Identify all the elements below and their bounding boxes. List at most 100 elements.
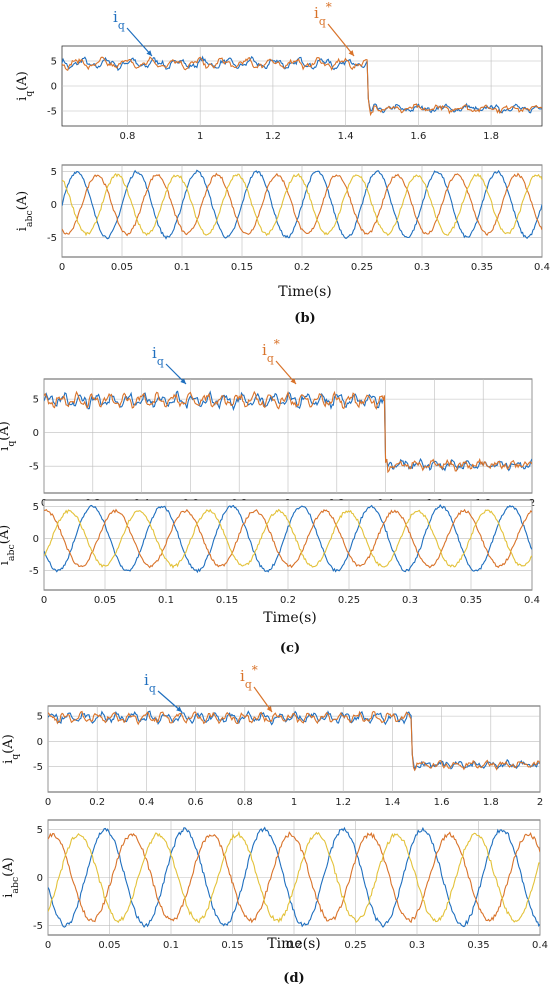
x-tick-label: 0.25	[338, 595, 360, 606]
x-tick-label: 0.1	[163, 940, 179, 951]
arrow-head	[146, 50, 152, 56]
x-tick-label: 0.05	[111, 262, 133, 273]
x-axis-label: Time(s)	[267, 936, 320, 952]
arrow-head	[180, 378, 186, 384]
y-tick-label: -5	[47, 233, 57, 244]
arrow-head	[348, 50, 354, 56]
series-line-i_a	[44, 504, 532, 574]
y-axis-label: iabc(A)	[15, 191, 35, 232]
x-tick-label: 0.2	[286, 940, 302, 951]
x-tick-label: 0.05	[94, 595, 116, 606]
annotation-iq: iq	[152, 344, 164, 368]
x-tick-label: 0.05	[98, 940, 120, 951]
y-tick-label: 0	[37, 873, 43, 884]
annotation-arrow	[327, 23, 355, 57]
series-line-i_a	[62, 169, 542, 240]
annotation-arrow	[126, 27, 153, 57]
y-tick-label: -5	[33, 762, 43, 773]
x-tick-label: 1.2	[335, 797, 351, 808]
arrow-head	[176, 706, 182, 712]
annotation-iq: iq	[144, 671, 156, 695]
y-tick-label: -5	[29, 462, 39, 473]
x-tick-label: 2	[537, 797, 543, 808]
x-tick-label: 0.35	[467, 940, 489, 951]
x-tick-label: 0.15	[216, 595, 238, 606]
x-tick-label: 1.4	[338, 131, 354, 142]
series-line-i_b	[44, 508, 532, 569]
y-tick-label: 5	[51, 167, 57, 178]
chart-panel-4: 0 0.05 0.1 0.15 0.2 0.25 0.3 0.35 0.4 5 0 -5 iabc(A)…	[0, 499, 540, 656]
annotation-iq-ref: iq*	[262, 337, 280, 365]
series-line-i_b	[62, 172, 542, 237]
x-tick-label: 0	[59, 262, 65, 273]
series-line-i_b	[48, 831, 540, 924]
x-tick-label: 0.4	[524, 595, 540, 606]
y-axis-label: iq(A)	[15, 71, 35, 101]
x-tick-label: 0	[41, 595, 47, 606]
chart-panel-3: 00.20.40.60.811.21.41.61.8250-5iq(A)iqiq…	[0, 337, 535, 509]
y-axis-label: iq(A)	[1, 734, 21, 764]
x-tick-label: 0.35	[471, 262, 493, 273]
y-tick-label: 5	[51, 57, 57, 68]
x-tick-label: 0.25	[351, 262, 373, 273]
x-tick-label: 0.25	[344, 940, 366, 951]
chart-panel-2: 0 0.05 0.1 0.15 0.2 0.25 0.3 0.35 0.4 5 0 -5 iabc(A)…	[15, 164, 550, 326]
y-tick-label: 5	[33, 395, 39, 406]
x-tick-label: 0.3	[402, 595, 418, 606]
x-tick-label: 1	[291, 797, 297, 808]
x-tick-label: 0	[45, 940, 51, 951]
x-tick-label: 0.4	[532, 940, 548, 951]
x-axis-label: Time(s)	[263, 610, 316, 626]
x-tick-label: 0.1	[174, 262, 190, 273]
x-tick-label: 1.4	[384, 797, 400, 808]
x-tick-label: 1.8	[483, 797, 499, 808]
series-line-i_q-ref	[62, 56, 542, 117]
figure-caption: (c)	[280, 641, 300, 656]
x-tick-label: 1	[197, 131, 203, 142]
x-tick-label: 0.2	[294, 262, 310, 273]
x-tick-label: 0.4	[534, 262, 550, 273]
chart-panel-6: 0 0.05 0.1 0.15 0.2 0.25 0.3 0.35 0.450-5iabc(A)…	[1, 819, 548, 986]
figure-caption: (b)	[294, 311, 315, 326]
x-tick-label: 1.6	[410, 131, 426, 142]
y-tick-label: 5	[37, 825, 43, 836]
x-tick-label: 0.6	[188, 797, 204, 808]
series-line-i_c	[44, 508, 532, 569]
x-tick-label: 0.35	[460, 595, 482, 606]
x-axis-label: Time(s)	[278, 284, 331, 300]
y-tick-label: -5	[29, 566, 39, 577]
x-tick-label: 0	[45, 797, 51, 808]
arrow-head	[290, 378, 296, 384]
y-tick-label: 5	[37, 712, 43, 723]
series-line-i_c	[62, 172, 542, 237]
x-tick-label: 0.2	[89, 797, 105, 808]
y-tick-label: -5	[47, 107, 57, 118]
x-tick-label: 0.8	[237, 797, 253, 808]
y-tick-label: 0	[51, 200, 57, 211]
x-tick-label: 0.3	[414, 262, 430, 273]
chart-panel-1: 0.8 1 1.2 1.4 1.6 1.8 5 0 -5 iq(A) iq iq*	[15, 0, 543, 142]
x-tick-label: 0.2	[280, 595, 296, 606]
y-tick-label: 0	[33, 428, 39, 439]
annotation-iq-ref: iq*	[314, 0, 332, 28]
series-line-i_q-ref	[48, 710, 540, 772]
series-line-i_q-ref	[44, 390, 532, 474]
y-tick-label: 0	[51, 82, 57, 93]
x-tick-label: 0.1	[158, 595, 174, 606]
y-tick-label: -5	[33, 921, 43, 932]
chart-panel-5: 0 0.2 0.4 0.6 0.8 1 1.2 1.4 1.6 1.8 2 5 0 -5 iq(A) iq iq…	[1, 663, 543, 808]
annotation-iq-ref: iq*	[240, 663, 258, 691]
figure-caption: (d)	[283, 971, 304, 986]
y-tick-label: 5	[33, 502, 39, 513]
series-line-i_c	[48, 830, 540, 924]
arrow-head	[266, 706, 272, 712]
x-tick-label: 0.15	[231, 262, 253, 273]
y-axis-label: iabc(A)	[0, 525, 17, 566]
x-tick-label: 1.6	[434, 797, 450, 808]
x-tick-label: 1.2	[265, 131, 281, 142]
x-tick-label: 0.15	[221, 940, 243, 951]
x-tick-label: 0.3	[409, 940, 425, 951]
x-tick-label: 0.8	[120, 131, 136, 142]
y-axis-label: iq(A)	[0, 421, 17, 451]
